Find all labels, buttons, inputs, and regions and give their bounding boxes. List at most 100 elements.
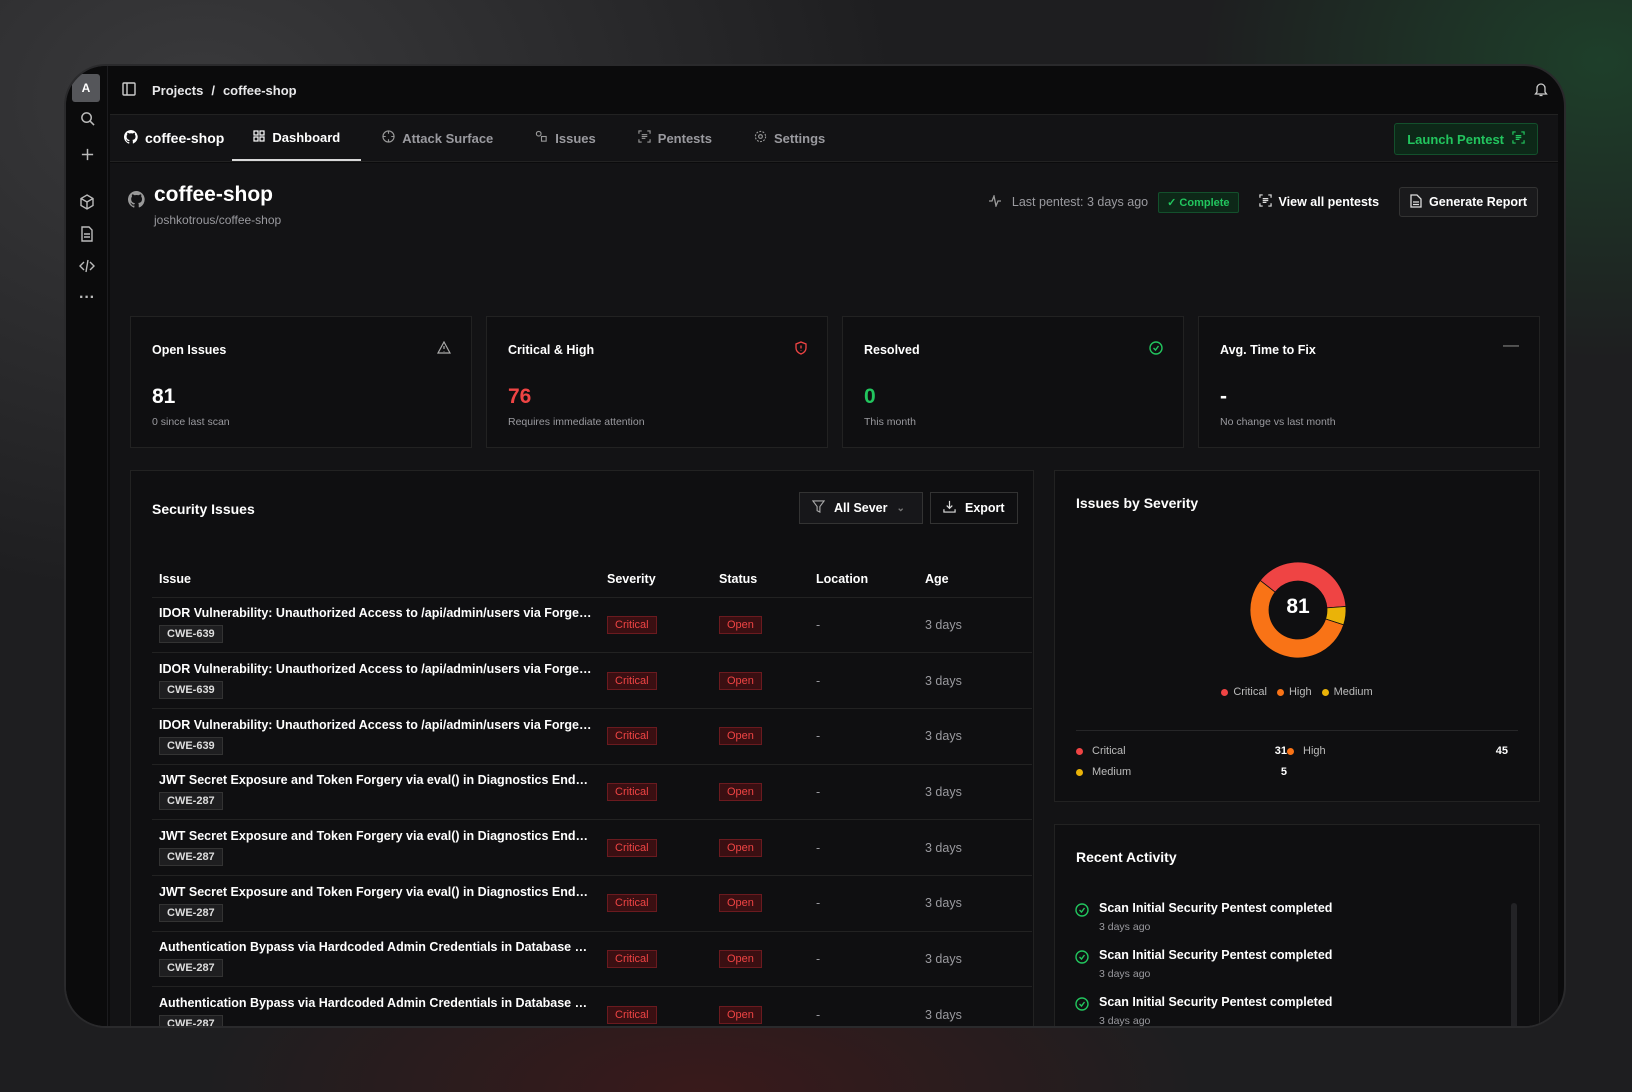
legend-label: Critical: [1233, 686, 1267, 698]
activity-item[interactable]: Scan Initial Security Pentest completed 3…: [1075, 948, 1332, 980]
panel-title: Recent Activity: [1076, 849, 1177, 865]
status-badge: Open: [719, 1005, 762, 1024]
status-badge: Open: [719, 782, 762, 801]
table-row[interactable]: JWT Secret Exposure and Token Forgery vi…: [152, 764, 1032, 821]
breadcrumb-separator: /: [211, 82, 215, 98]
view-all-label: View all pentests: [1278, 195, 1380, 209]
table-row[interactable]: IDOR Vulnerability: Unauthorized Access …: [152, 597, 1032, 654]
column-header-age[interactable]: Age: [918, 561, 1032, 598]
activity-item[interactable]: Scan Initial Security Pentest completed 3…: [1075, 901, 1332, 933]
severity-filter-dropdown[interactable]: All Sever ⌄: [799, 492, 923, 524]
plus-icon[interactable]: [77, 144, 97, 164]
avatar[interactable]: A: [72, 74, 100, 102]
tab-settings[interactable]: Settings: [733, 115, 846, 161]
minus-icon: —: [1503, 337, 1519, 354]
donut-legend: Critical High Medium: [1055, 686, 1539, 698]
activity-time: 3 days ago: [1099, 1015, 1151, 1026]
severity-badge: Critical: [607, 671, 657, 690]
table-row[interactable]: IDOR Vulnerability: Unauthorized Access …: [152, 708, 1032, 765]
tab-attack-surface[interactable]: Attack Surface: [361, 115, 514, 161]
view-all-pentests-button[interactable]: View all pentests: [1249, 187, 1390, 217]
card-value: 0: [864, 385, 876, 408]
activity-time: 3 days ago: [1099, 968, 1151, 980]
table-row[interactable]: Authentication Bypass via Hardcoded Admi…: [152, 986, 1032, 1026]
download-icon: [943, 500, 956, 516]
cwe-badge: CWE-287: [159, 1015, 223, 1026]
scan-icon: [1258, 194, 1272, 210]
launch-pentest-button[interactable]: Launch Pentest: [1394, 123, 1538, 155]
check-circle-icon: [1149, 341, 1163, 360]
issue-name[interactable]: IDOR Vulnerability: Unauthorized Access …: [159, 606, 594, 621]
table-row[interactable]: JWT Secret Exposure and Token Forgery vi…: [152, 875, 1032, 932]
search-icon[interactable]: [77, 108, 97, 128]
status-badge: Open: [719, 615, 762, 634]
tab-issues[interactable]: Issues: [514, 115, 616, 161]
cwe-badge: CWE-287: [159, 959, 223, 978]
column-header-issue[interactable]: Issue: [152, 561, 600, 598]
severity-dot: [1076, 747, 1083, 755]
issue-location: -: [809, 986, 918, 1026]
issue-location: -: [809, 597, 918, 654]
severity-label: High: [1303, 745, 1326, 757]
cube-icon[interactable]: [77, 192, 97, 212]
issue-location: -: [809, 652, 918, 709]
activity-item[interactable]: Scan Initial Security Pentest completed 3…: [1075, 995, 1332, 1026]
column-header-location[interactable]: Location: [809, 561, 918, 598]
issue-location: -: [809, 875, 918, 932]
column-header-severity[interactable]: Severity: [600, 561, 712, 598]
legend-item: High: [1276, 686, 1312, 698]
generate-report-button[interactable]: Generate Report: [1399, 187, 1538, 217]
card-subtext: 0 since last scan: [152, 416, 230, 428]
cwe-badge: CWE-639: [159, 736, 223, 755]
breadcrumb-projects[interactable]: Projects: [152, 82, 204, 98]
issue-name[interactable]: IDOR Vulnerability: Unauthorized Access …: [159, 717, 594, 732]
document-icon[interactable]: [77, 224, 97, 244]
stat-card-open-issues: Open Issues 81 0 since last scan: [130, 316, 472, 448]
chevron-down-icon: ⌄: [896, 502, 905, 514]
issue-age: 3 days: [918, 764, 1032, 821]
severity-dot: [1287, 747, 1294, 755]
cwe-badge: CWE-287: [159, 848, 223, 867]
severity-badge: Critical: [607, 838, 657, 857]
donut-total: 81: [1286, 595, 1310, 618]
issue-location: -: [809, 931, 918, 988]
panel-title: Issues by Severity: [1076, 495, 1199, 511]
table-row[interactable]: JWT Secret Exposure and Token Forgery vi…: [152, 819, 1032, 876]
legend-dot: [1321, 688, 1329, 696]
severity-badge: Critical: [607, 615, 657, 634]
issue-age: 3 days: [918, 597, 1032, 654]
activity-text: Scan Initial Security Pentest completed: [1099, 995, 1333, 1009]
tab-label: Pentests: [657, 130, 712, 146]
issue-name[interactable]: Authentication Bypass via Hardcoded Admi…: [159, 996, 594, 1011]
activity-time: 3 days ago: [1099, 921, 1151, 933]
issue-name[interactable]: IDOR Vulnerability: Unauthorized Access …: [159, 662, 594, 677]
status-badge: ✓ Complete: [1158, 191, 1239, 213]
issue-name[interactable]: JWT Secret Exposure and Token Forgery vi…: [159, 829, 594, 844]
table-row[interactable]: IDOR Vulnerability: Unauthorized Access …: [152, 652, 1032, 709]
app-window: A ··· Projects / coffee-shop coffee-shop…: [66, 66, 1564, 1026]
card-value: 76: [508, 385, 532, 408]
repo-path[interactable]: joshkotrous/coffee-shop: [154, 213, 282, 227]
table-row[interactable]: Authentication Bypass via Hardcoded Admi…: [152, 931, 1032, 988]
tab-label: Attack Surface: [402, 130, 494, 146]
code-icon[interactable]: [77, 256, 97, 276]
more-icon[interactable]: ···: [79, 289, 95, 306]
tab-dashboard[interactable]: Dashboard: [232, 115, 362, 161]
legend-label: High: [1288, 686, 1312, 698]
issue-name[interactable]: JWT Secret Exposure and Token Forgery vi…: [159, 773, 594, 788]
issue-location: -: [809, 708, 918, 765]
donut-slice-high[interactable]: [1249, 579, 1345, 659]
bell-icon[interactable]: [1534, 82, 1548, 100]
activity-scrollbar[interactable]: [1511, 903, 1517, 1026]
export-button[interactable]: Export: [930, 492, 1018, 524]
project-brand[interactable]: coffee-shop: [110, 115, 232, 161]
issue-name[interactable]: Authentication Bypass via Hardcoded Admi…: [159, 940, 594, 955]
column-header-status[interactable]: Status: [712, 561, 809, 598]
panel-title: Security Issues: [152, 501, 255, 517]
sidebar-toggle-icon[interactable]: [122, 81, 136, 99]
tab-pentests[interactable]: Pentests: [617, 115, 733, 161]
issues-icon: [535, 130, 548, 146]
main-content: coffee-shop joshkotrous/coffee-shop Last…: [110, 163, 1558, 1026]
severity-badge: Critical: [607, 894, 657, 913]
issue-name[interactable]: JWT Secret Exposure and Token Forgery vi…: [159, 884, 594, 899]
